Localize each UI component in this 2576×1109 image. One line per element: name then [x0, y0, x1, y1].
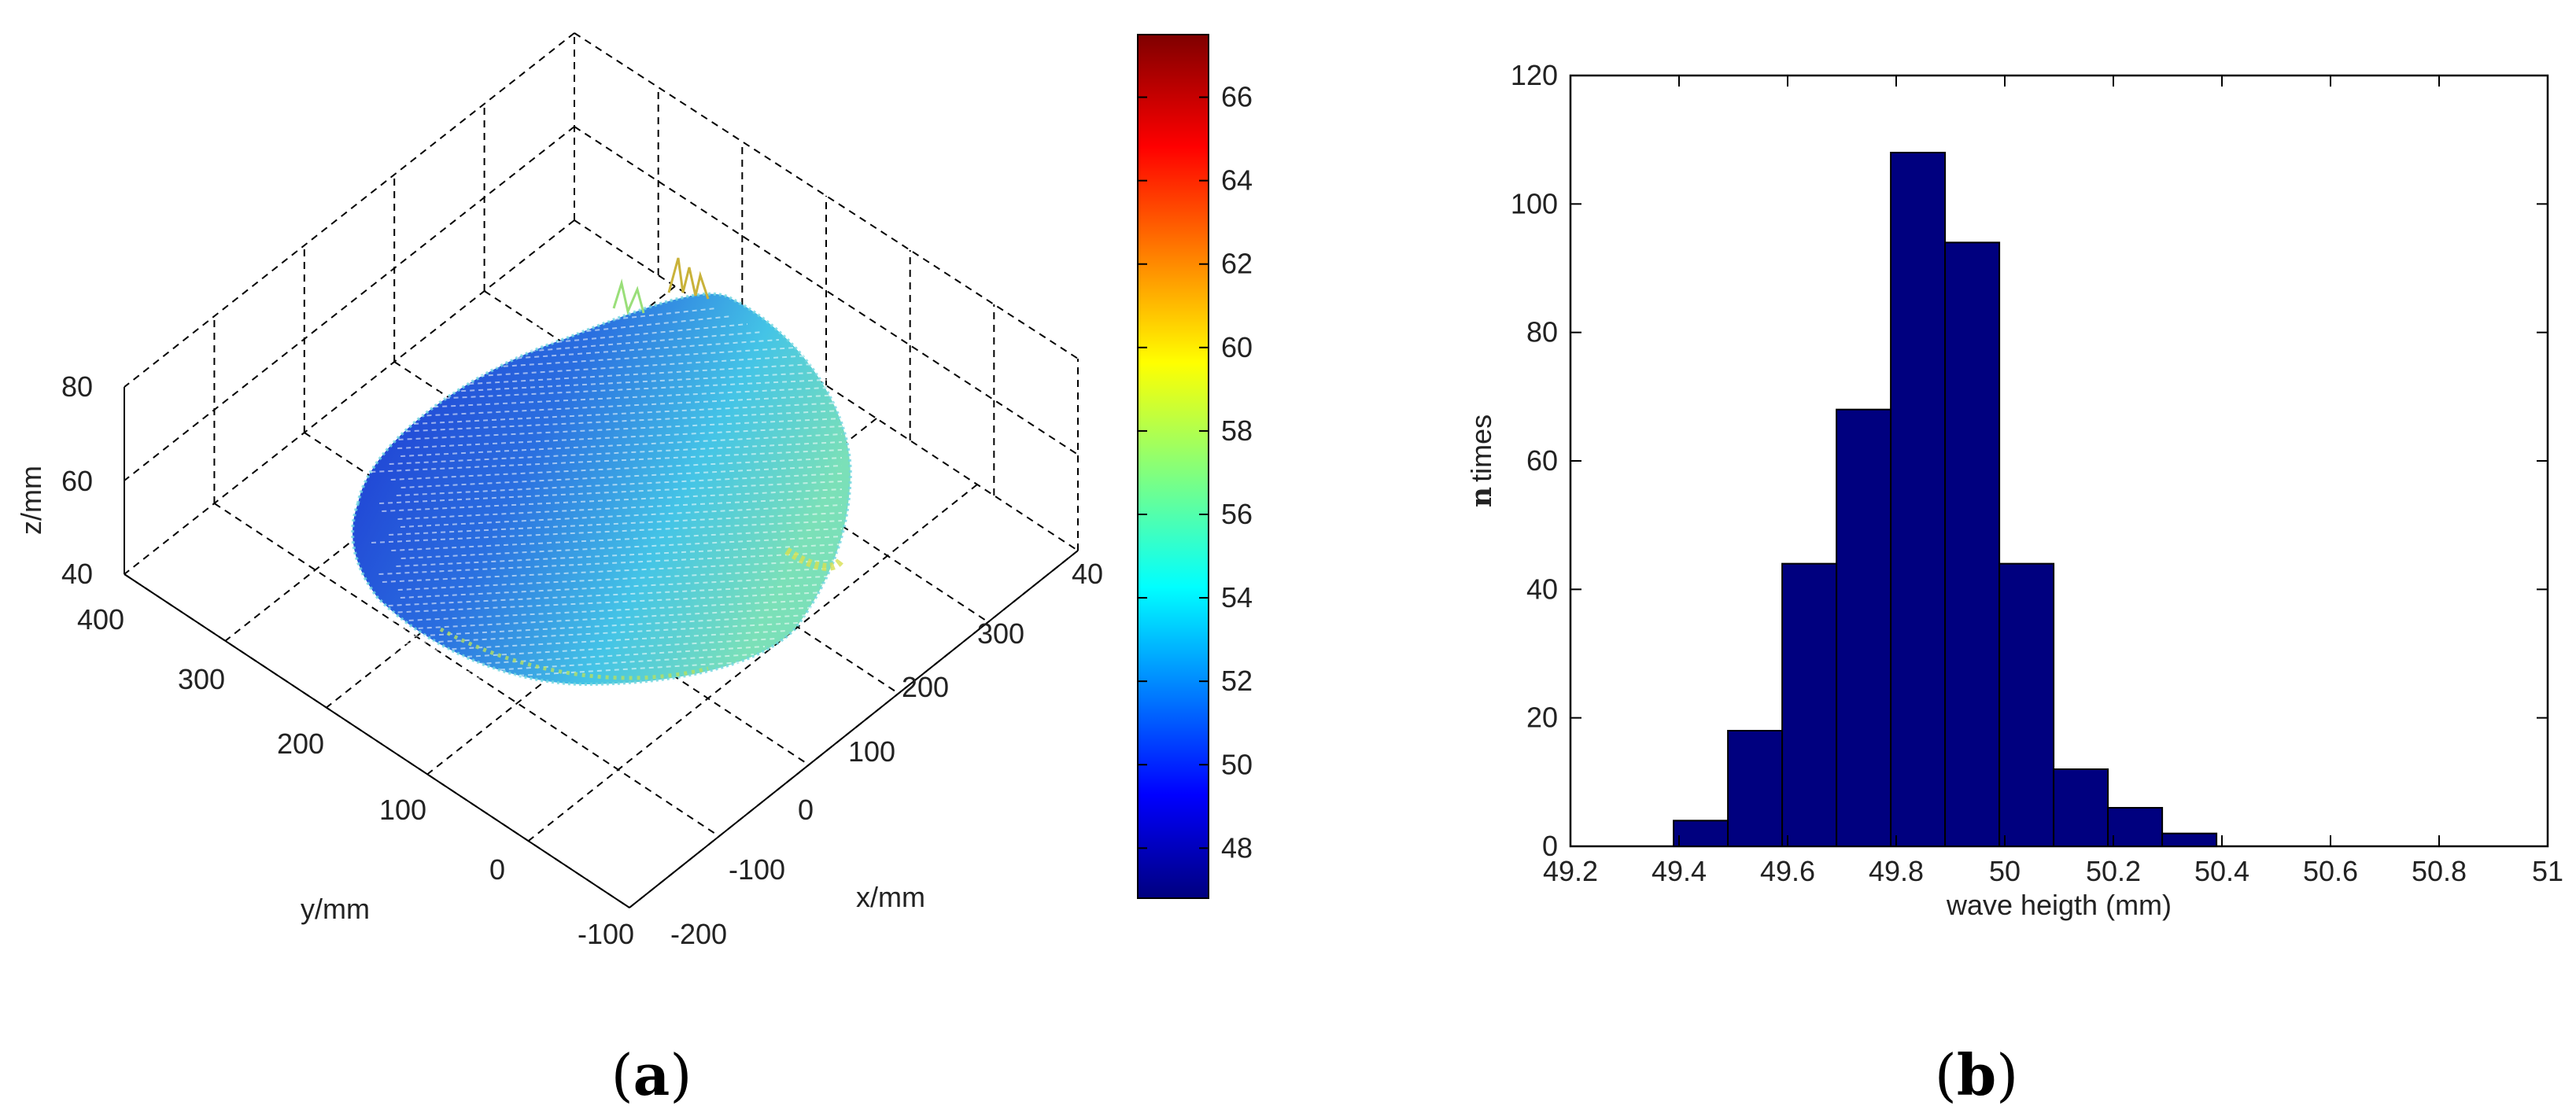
panel-label-a: (a) [611, 1041, 692, 1108]
colorbar-tick-label: 52 [1221, 665, 1253, 697]
y-tick-label: 400 [77, 603, 124, 636]
x-tick-label: 51 [2532, 855, 2563, 887]
histogram-bar [1727, 730, 1784, 847]
x-tick-label: 50.6 [2303, 855, 2358, 887]
y-axis-label: ntimes [1465, 414, 1498, 507]
y-tick-label: 200 [277, 728, 324, 760]
surface-axis-ticks: 406080-1000100200300400-200-100010020030… [61, 370, 1103, 950]
colorbar-tick-label: 66 [1221, 81, 1253, 113]
histogram-ticks: 49.2 49.4 49.6 49.8 50 50.2 50.4 50.6 50.8 51 0 20 4… [1511, 59, 2563, 887]
y-tick-label: 100 [379, 794, 426, 826]
x-tick-label: 200 [902, 671, 949, 703]
colorbar-tick-label: 58 [1221, 414, 1253, 447]
x-axis-label: wave heigth (mm) [1946, 889, 2172, 921]
colorbar: 48 50 52 54 56 58 60 62 64 66 [1137, 34, 1253, 899]
y-tick-label: 0 [1542, 830, 1558, 862]
colorbar-ticks: 48 50 52 54 56 58 60 62 64 66 [1138, 81, 1253, 864]
histogram-bar [2161, 832, 2218, 847]
histogram-bars [1673, 152, 2380, 848]
histogram-bar [1673, 820, 1729, 848]
x-tick-label: 49.6 [1760, 855, 1815, 887]
z-tick-label: 80 [61, 370, 93, 403]
colorbar-tick-label: 60 [1221, 331, 1253, 363]
plot-frame [1569, 74, 2549, 848]
colorbar-tick-label: 48 [1221, 831, 1253, 864]
surface-plot: 406080-1000100200300400-200-100010020030… [15, 32, 1253, 950]
3d-grid-box [124, 32, 1079, 908]
y-tick-label: 80 [1526, 316, 1558, 348]
x-tick-label: 100 [848, 735, 895, 768]
histogram-bar [1998, 562, 2055, 848]
x-tick-label: 50.4 [2194, 855, 2249, 887]
x-tick-label: 0 [798, 794, 814, 826]
y-tick-label: -100 [578, 918, 634, 950]
x-tick-label: 49.4 [1652, 855, 1707, 887]
z-tick-label: 60 [61, 465, 93, 497]
y-tick-label: 60 [1526, 444, 1558, 477]
y-tick-label: 120 [1511, 59, 1558, 91]
histogram-bar [1944, 241, 2001, 848]
z-tick-label: 40 [61, 558, 93, 590]
histogram-bar [2053, 768, 2109, 847]
x-tick-label: 40 [1072, 558, 1103, 590]
histogram: 49.2 49.4 49.6 49.8 50 50.2 50.4 50.6 50.8 51 0 20 4… [1465, 59, 2563, 921]
y-tick-label: 300 [178, 663, 225, 695]
x-tick-label: -100 [729, 853, 785, 886]
y-tick-label: 40 [1526, 573, 1558, 605]
histogram-bar [1836, 408, 1892, 847]
colorbar-tick-label: 54 [1221, 581, 1253, 613]
y-tick-label: 100 [1511, 187, 1558, 219]
panel-label-b: (b) [1935, 1041, 2019, 1108]
y-tick-label: 0 [489, 853, 505, 886]
colorbar-tick-label: 64 [1221, 164, 1253, 197]
histogram-bar [1890, 152, 1947, 847]
x-tick-label: 49.8 [1869, 855, 1924, 887]
y-axis-label: y/mm [301, 893, 370, 925]
colorbar-tick-label: 56 [1221, 498, 1253, 530]
x-axis-label: x/mm [856, 881, 925, 913]
x-tick-label: 50.2 [2086, 855, 2141, 887]
x-tick-label: 50.8 [2412, 855, 2467, 887]
svg-text:ntimes: ntimes [1465, 414, 1498, 507]
x-tick-label: 50 [1989, 855, 2021, 887]
colorbar-tick-label: 50 [1221, 748, 1253, 780]
colorbar-tick-label: 62 [1221, 248, 1253, 280]
histogram-bar [2107, 807, 2164, 847]
x-tick-label: 300 [977, 617, 1024, 650]
histogram-bar [1781, 562, 1838, 848]
surface-mesh [351, 257, 852, 687]
z-axis-label: z/mm [15, 466, 47, 535]
x-tick-label: -200 [670, 918, 727, 950]
y-tick-label: 20 [1526, 702, 1558, 734]
x-tick-label: 49.2 [1543, 855, 1598, 887]
